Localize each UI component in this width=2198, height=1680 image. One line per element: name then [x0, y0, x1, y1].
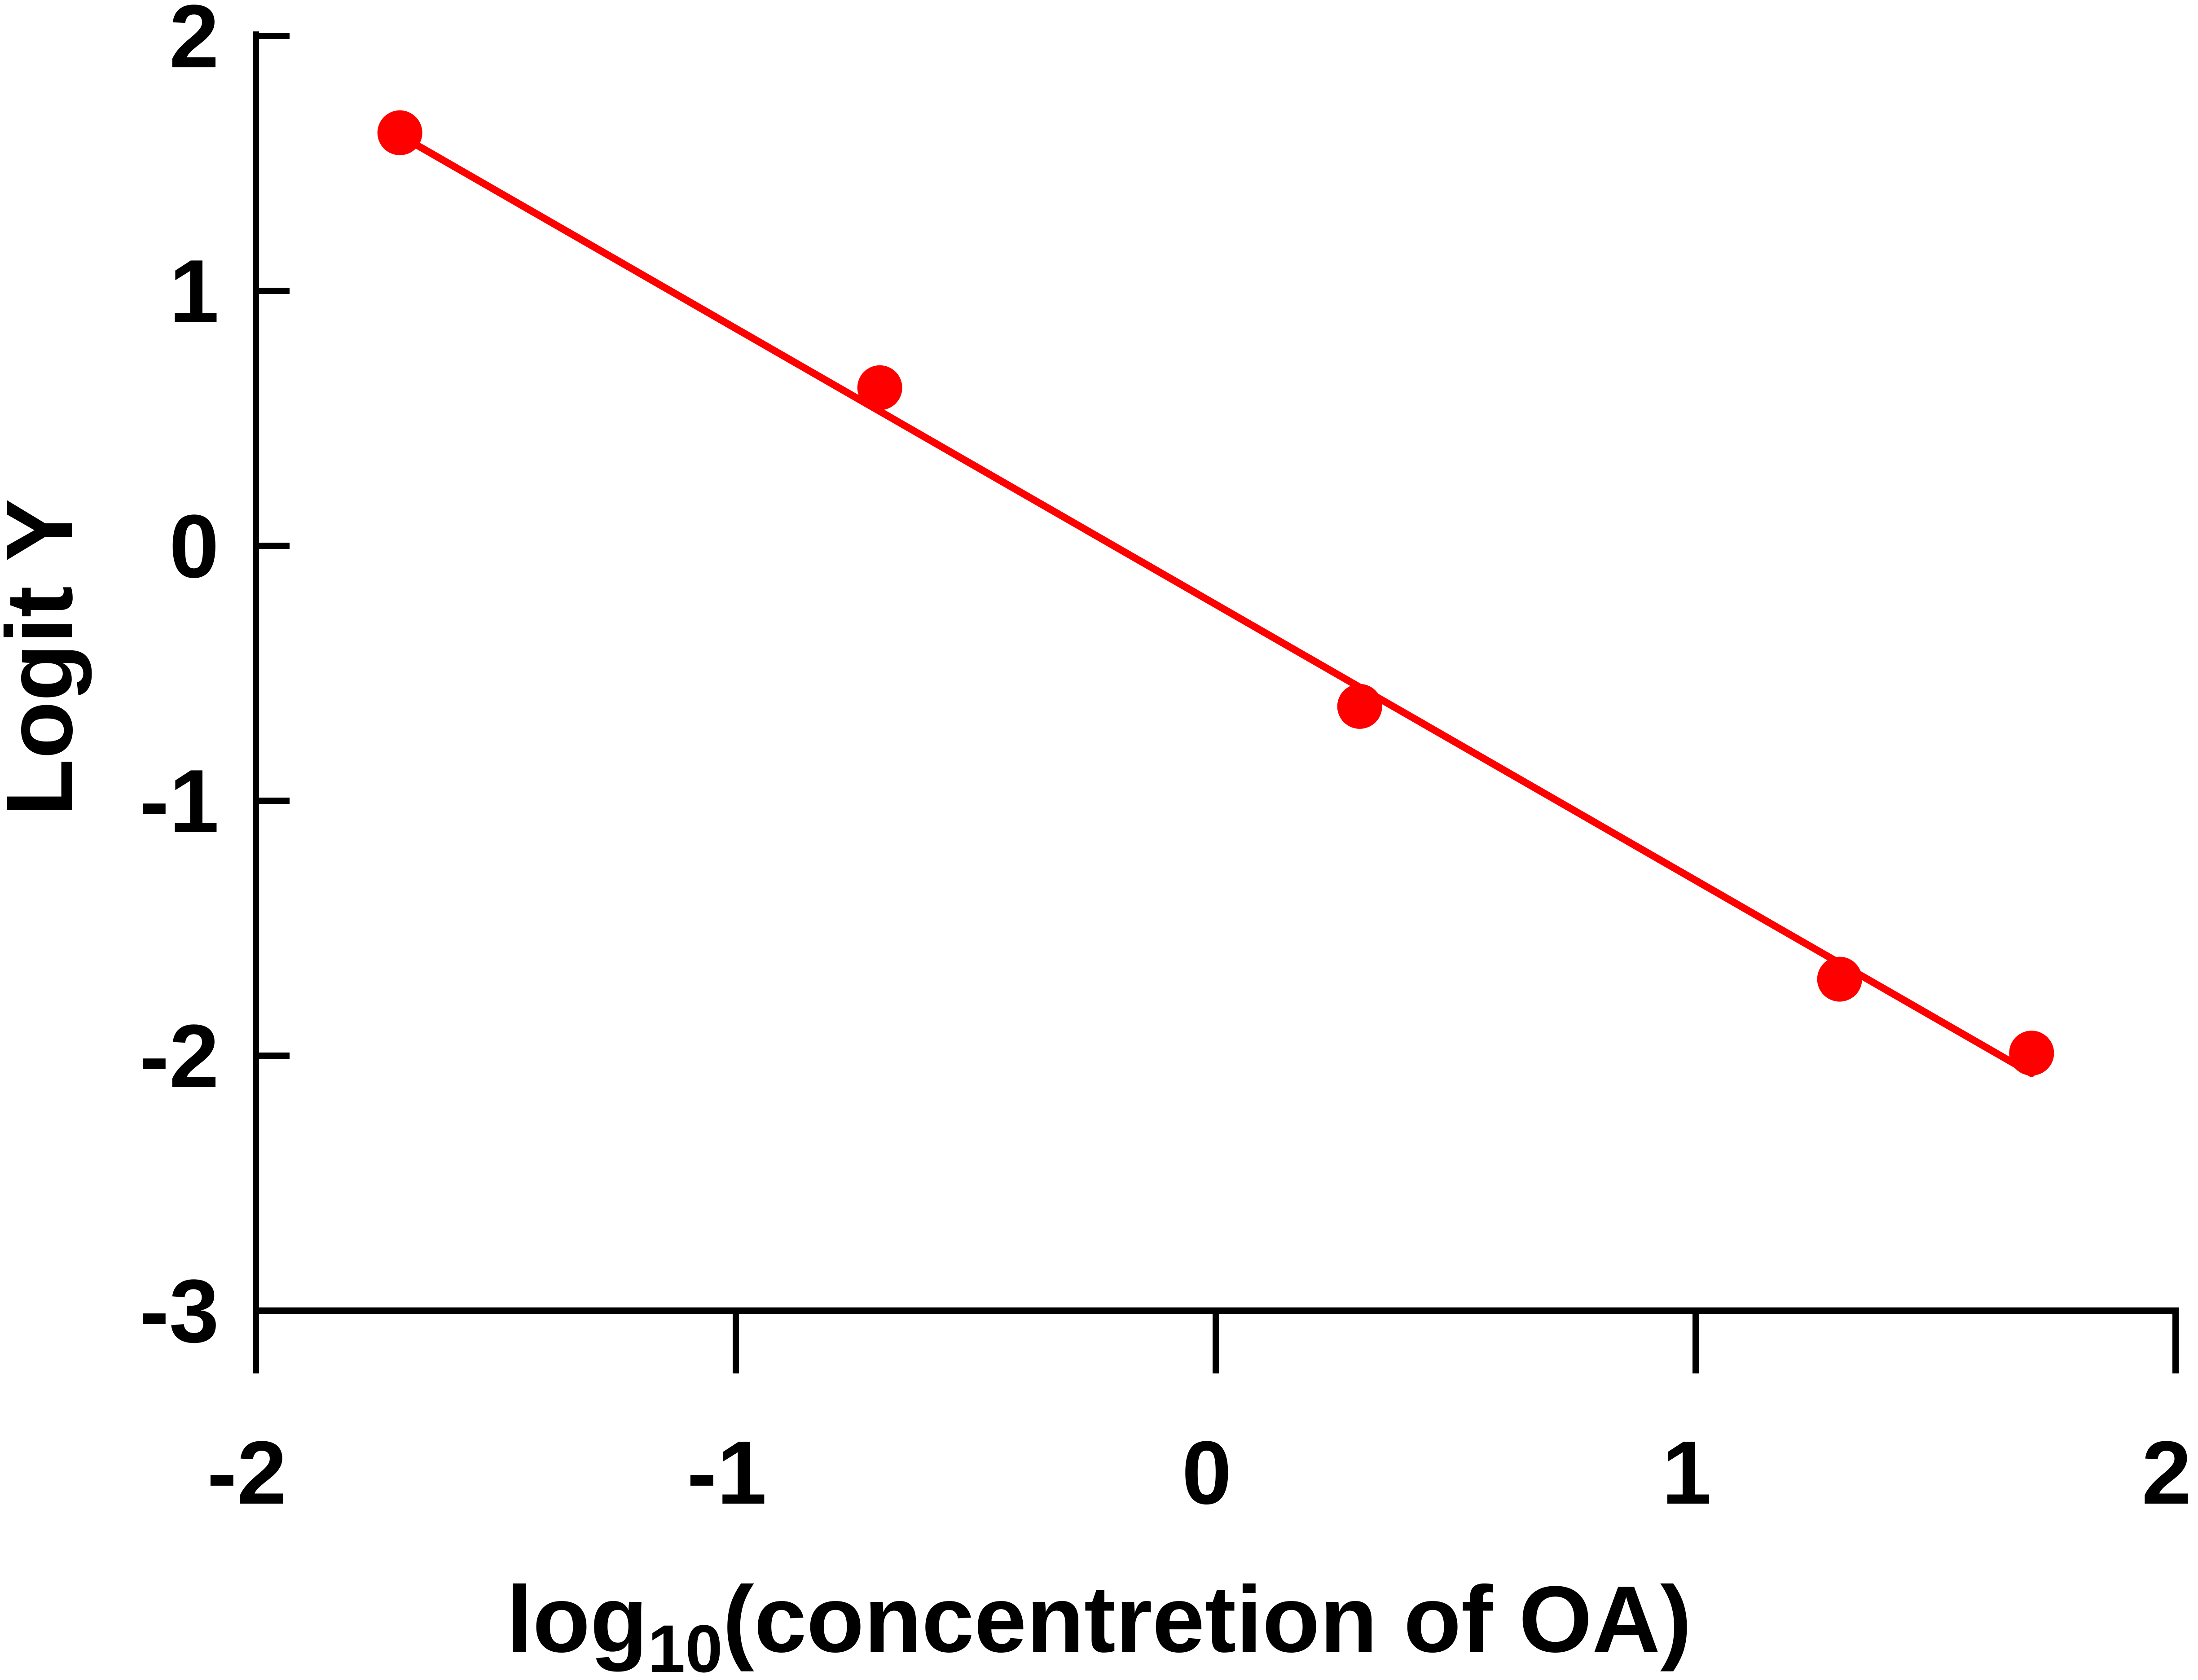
y-tick-label: -1 — [139, 751, 219, 851]
x-tick-label: 2 — [2141, 1423, 2191, 1523]
x-tick-label: -1 — [687, 1423, 767, 1523]
y-tick-label: -2 — [139, 1006, 219, 1106]
x-axis-title: log10(concentretion of OA) — [506, 1566, 1692, 1680]
data-point — [2009, 1031, 2054, 1076]
y-tick-label: 1 — [169, 241, 219, 342]
fit-line-group — [396, 132, 2035, 1077]
x-tick-label: 1 — [1662, 1423, 1711, 1523]
data-point — [1817, 956, 1862, 1002]
x-axis-title-prefix: log — [506, 1566, 648, 1672]
y-axis-ticks: -3 -2 -1 0 1 2 — [139, 0, 290, 1361]
x-axis-ticks: -2 -1 0 1 2 — [207, 1311, 2192, 1523]
data-points — [377, 110, 2054, 1076]
y-tick-label: 2 — [169, 0, 219, 87]
x-axis-title-suffix: (concentretion of OA) — [723, 1566, 1692, 1672]
x-tick-label: 0 — [1182, 1423, 1231, 1523]
y-axis-title: Logit Y — [0, 499, 92, 816]
fit-line — [396, 132, 2035, 1077]
data-point — [377, 110, 422, 155]
x-tick-label: -2 — [207, 1423, 287, 1523]
y-tick-label: 0 — [169, 496, 219, 597]
data-point — [1337, 684, 1382, 729]
data-point — [857, 365, 902, 410]
y-tick-label: -3 — [139, 1261, 219, 1361]
x-axis-title-subscript: 10 — [648, 1611, 723, 1680]
axes — [253, 31, 2179, 1373]
